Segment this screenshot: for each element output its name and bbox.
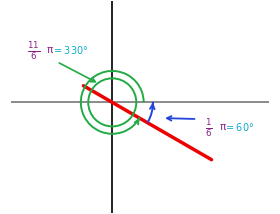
Text: $\mathregular{= 330°}$: $\mathregular{= 330°}$ xyxy=(52,44,89,56)
Text: $\mathregular{= 60°}$: $\mathregular{= 60°}$ xyxy=(224,121,254,133)
Text: $\mathregular{\frac{1}{6}}$: $\mathregular{\frac{1}{6}}$ xyxy=(205,117,212,139)
Text: $\mathregular{\pi}$: $\mathregular{\pi}$ xyxy=(46,45,54,55)
Text: $\mathregular{\pi}$: $\mathregular{\pi}$ xyxy=(219,122,227,132)
Text: $\mathregular{\frac{11}{6}}$: $\mathregular{\frac{11}{6}}$ xyxy=(27,40,40,62)
